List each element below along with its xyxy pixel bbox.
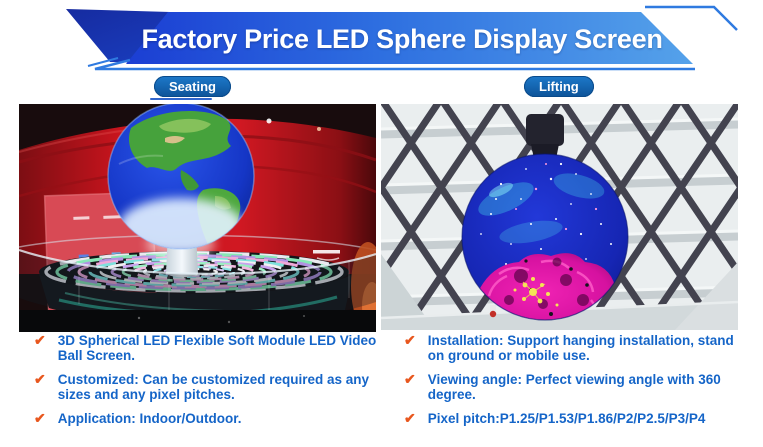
check-icon: ✔	[34, 410, 46, 426]
check-icon: ✔	[404, 410, 416, 426]
galaxy-led-sphere	[461, 153, 629, 321]
accent-line-bottom	[94, 58, 695, 71]
feature-text: Application: Indoor/Outdoor.	[57, 411, 242, 426]
ceiling-light	[266, 118, 272, 124]
label-seating: Seating	[154, 76, 231, 97]
photo-lifting-sphere	[381, 104, 738, 330]
feature-item: ✔ 3D Spherical LED Flexible Soft Module …	[34, 332, 380, 364]
feature-item: ✔ Pixel pitch:P1.25/P1.53/P1.86/P2/P2.5/…	[404, 410, 752, 427]
flower-display	[476, 253, 617, 320]
underline-dash	[150, 98, 212, 100]
banner-ribbon-graphic	[66, 5, 738, 100]
feature-item: ✔ Viewing angle: Perfect viewing angle w…	[404, 371, 752, 403]
accent-line-top	[645, 5, 738, 31]
banner: Factory Price LED Sphere Display Screen	[0, 0, 763, 100]
feature-text: Viewing angle: Perfect viewing angle wit…	[427, 372, 721, 402]
page-title: Factory Price LED Sphere Display Screen	[141, 24, 663, 54]
feature-item: ✔ Installation: Support hanging installa…	[404, 332, 752, 364]
check-icon: ✔	[34, 332, 46, 348]
ceiling-light	[317, 127, 321, 131]
feature-list-seating: ✔ 3D Spherical LED Flexible Soft Module …	[34, 333, 380, 435]
photo-seating-sphere	[19, 104, 376, 332]
feature-list-lifting: ✔ Installation: Support hanging installa…	[404, 333, 752, 435]
feature-item: ✔ Customized: Can be customized required…	[34, 371, 380, 403]
check-icon: ✔	[34, 371, 46, 387]
ribbon-band	[126, 12, 693, 64]
feature-text: Customized: Can be customized required a…	[57, 372, 370, 402]
glass-railing	[19, 248, 376, 324]
wall-corner-right	[675, 262, 738, 330]
check-icon: ✔	[404, 332, 416, 348]
fire-sprinkler	[489, 305, 497, 318]
railing-sign-text	[313, 250, 340, 254]
feature-text: Installation: Support hanging installati…	[427, 333, 734, 363]
wall-corner-left	[381, 254, 435, 330]
feature-item: ✔ Application: Indoor/Outdoor.	[34, 410, 380, 427]
feature-text: 3D Spherical LED Flexible Soft Module LE…	[57, 333, 377, 363]
check-icon: ✔	[404, 371, 416, 387]
dark-floor	[19, 310, 376, 332]
feature-text: Pixel pitch:P1.25/P1.53/P1.86/P2/P2.5/P3…	[427, 411, 706, 426]
label-lifting: Lifting	[524, 76, 594, 97]
accent-line-small	[87, 57, 119, 67]
